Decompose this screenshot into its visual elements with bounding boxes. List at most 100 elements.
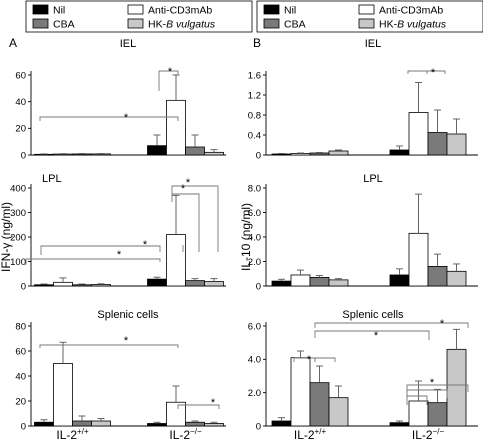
y-tick-label: 1.6 bbox=[248, 70, 261, 81]
significance-star: * bbox=[143, 239, 148, 251]
y-tick-label: 0 bbox=[21, 281, 26, 292]
y-tick-label: 2.0 bbox=[248, 257, 261, 268]
bar bbox=[328, 150, 349, 156]
significance-bracket bbox=[39, 344, 179, 348]
panel-b2: 0 2.0 4.0 6.0 8.0 LPL IL-10 (ng/ml) bbox=[239, 173, 478, 292]
bar bbox=[204, 151, 224, 156]
legend-swatch bbox=[358, 18, 375, 29]
bar bbox=[34, 421, 54, 427]
bar bbox=[34, 284, 54, 287]
bar bbox=[309, 277, 330, 287]
legend-swatch bbox=[263, 4, 280, 15]
y-tick-label: 40 bbox=[15, 97, 26, 108]
bar bbox=[185, 421, 205, 427]
significance-bracket bbox=[407, 70, 446, 74]
panel-b3: 0 2.0 4.0 6.0 Splenic cells * * * * bbox=[248, 309, 478, 432]
significance-bracket bbox=[406, 395, 428, 405]
bar bbox=[204, 423, 224, 427]
bar bbox=[309, 382, 330, 427]
bar bbox=[290, 274, 311, 287]
y-tick-label: 6.0 bbox=[248, 208, 261, 219]
y-tick-label: 200 bbox=[10, 232, 26, 243]
significance-bracket bbox=[177, 404, 220, 409]
panel-b1: 0 0.4 0.8 1.2 1.6 IEL B * bbox=[248, 36, 478, 161]
legend-swatch bbox=[358, 4, 375, 15]
legend-label: HK-B vulgatus bbox=[148, 19, 216, 31]
bar bbox=[271, 420, 292, 427]
y-tick-label: 2.0 bbox=[248, 388, 261, 399]
bar bbox=[446, 133, 467, 156]
bar bbox=[53, 281, 73, 287]
legend-frame bbox=[256, 0, 483, 33]
bar bbox=[427, 132, 448, 156]
bar bbox=[328, 279, 349, 287]
panel-letter: A bbox=[9, 36, 17, 50]
y-tick-label: 0.8 bbox=[248, 110, 261, 121]
legend-label: CBA bbox=[284, 19, 306, 31]
significance-bracket bbox=[171, 185, 219, 252]
bar bbox=[427, 402, 448, 427]
bar bbox=[72, 153, 92, 156]
panel-title: LPL bbox=[363, 173, 383, 185]
x-group-label: IL-2+/+ bbox=[294, 427, 327, 442]
significance-bracket bbox=[39, 116, 179, 121]
legend-label: Anti-CD3mAb bbox=[148, 5, 212, 17]
legend-label: Anti-CD3mAb bbox=[379, 5, 443, 17]
significance-star: * bbox=[374, 330, 379, 342]
bar bbox=[389, 274, 410, 287]
panel-letter: B bbox=[253, 36, 261, 50]
bar bbox=[72, 284, 92, 287]
bar bbox=[290, 153, 311, 156]
bar bbox=[271, 153, 292, 156]
significance-bracket bbox=[406, 389, 448, 398]
y-tick-label: 0 bbox=[21, 421, 26, 432]
legend-label: CBA bbox=[53, 19, 75, 31]
bar bbox=[91, 420, 111, 427]
legend-right: Nil Anti-CD3mAb CBA HK-B vulgatus bbox=[256, 0, 483, 33]
legend-swatch bbox=[127, 18, 144, 29]
y-tick-label: 400 bbox=[10, 183, 26, 194]
panel-title: Splenic cells bbox=[342, 309, 404, 321]
x-group-label: IL-2−/− bbox=[412, 427, 445, 442]
y-axis-label: IFN-γ (ng/ml) bbox=[0, 202, 13, 272]
y-tick-label: 100 bbox=[10, 257, 26, 268]
significance-star: * bbox=[124, 335, 129, 347]
legend-swatch bbox=[263, 18, 280, 29]
legend-left: Nil Anti-CD3mAb CBA HK-B vulgatus bbox=[25, 0, 253, 33]
y-tick-label: 0 bbox=[256, 421, 261, 432]
bar bbox=[204, 281, 224, 287]
significance-bracket bbox=[171, 193, 200, 252]
significance-star: * bbox=[440, 318, 445, 330]
significance-star: * bbox=[168, 66, 173, 78]
bar bbox=[147, 278, 167, 287]
y-tick-label: 0 bbox=[21, 150, 26, 161]
legend-label: HK-B vulgatus bbox=[379, 19, 447, 31]
bar bbox=[408, 400, 429, 427]
bar bbox=[53, 153, 73, 156]
significance-bracket bbox=[406, 384, 469, 392]
significance-star: * bbox=[186, 177, 191, 189]
legend-swatch bbox=[127, 4, 144, 15]
y-tick-label: 60 bbox=[15, 346, 26, 357]
significance-star: * bbox=[431, 67, 436, 79]
bar bbox=[166, 99, 186, 156]
bar bbox=[446, 270, 467, 287]
panel-a1: 0 20 40 60 IEL A * * bbox=[9, 36, 226, 161]
bar bbox=[53, 363, 73, 427]
y-axis-label: IL-10 (ng/ml) bbox=[239, 203, 253, 271]
significance-bracket bbox=[40, 245, 161, 255]
legend-swatch bbox=[32, 18, 49, 29]
y-tick-label: 8.0 bbox=[248, 183, 261, 194]
significance-star: * bbox=[124, 112, 129, 124]
panel-a3: 0 20 40 60 80 Splenic cells * * bbox=[15, 309, 226, 432]
significance-bracket bbox=[314, 357, 336, 362]
panel-title: IEL bbox=[120, 38, 137, 50]
significance-star: * bbox=[430, 377, 435, 389]
legend-swatch bbox=[32, 4, 49, 15]
y-tick-label: 4.0 bbox=[248, 232, 261, 243]
y-tick-label: 300 bbox=[10, 208, 26, 219]
bar bbox=[185, 280, 205, 287]
y-tick-label: 6.0 bbox=[248, 321, 261, 332]
bar bbox=[290, 357, 311, 427]
